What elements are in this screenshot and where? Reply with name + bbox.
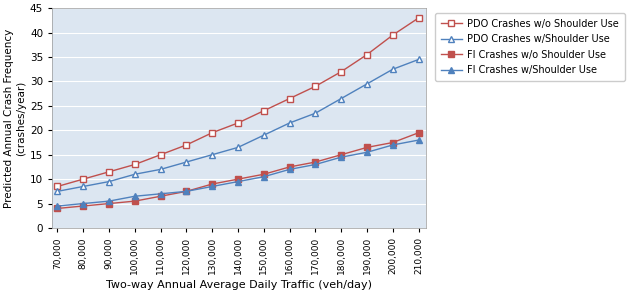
- FI Crashes w/o Shoulder Use: [208, 182, 216, 186]
- FI Crashes w/o Shoulder Use: [105, 202, 113, 205]
- FI Crashes w/Shoulder Use: [337, 156, 345, 159]
- Line: PDO Crashes w/Shoulder Use: PDO Crashes w/Shoulder Use: [55, 57, 421, 194]
- FI Crashes w/o Shoulder Use: [54, 207, 61, 210]
- Line: FI Crashes w/Shoulder Use: FI Crashes w/Shoulder Use: [55, 137, 421, 209]
- Y-axis label: Predicted Annual Crash Frequency
(crashes/year): Predicted Annual Crash Frequency (crashe…: [4, 29, 26, 208]
- PDO Crashes w/o Shoulder Use: [131, 163, 139, 166]
- PDO Crashes w/o Shoulder Use: [157, 153, 164, 156]
- PDO Crashes w/Shoulder Use: [105, 180, 113, 183]
- FI Crashes w/Shoulder Use: [182, 190, 190, 193]
- Line: PDO Crashes w/o Shoulder Use: PDO Crashes w/o Shoulder Use: [55, 15, 421, 189]
- FI Crashes w/Shoulder Use: [415, 138, 423, 142]
- FI Crashes w/Shoulder Use: [208, 185, 216, 188]
- PDO Crashes w/Shoulder Use: [80, 185, 87, 188]
- PDO Crashes w/o Shoulder Use: [208, 131, 216, 134]
- PDO Crashes w/o Shoulder Use: [54, 185, 61, 188]
- FI Crashes w/o Shoulder Use: [337, 153, 345, 156]
- PDO Crashes w/Shoulder Use: [131, 173, 139, 176]
- FI Crashes w/Shoulder Use: [105, 199, 113, 203]
- PDO Crashes w/o Shoulder Use: [234, 121, 242, 125]
- PDO Crashes w/Shoulder Use: [312, 111, 319, 115]
- FI Crashes w/o Shoulder Use: [131, 199, 139, 203]
- PDO Crashes w/Shoulder Use: [182, 160, 190, 164]
- FI Crashes w/o Shoulder Use: [415, 131, 423, 134]
- Line: FI Crashes w/o Shoulder Use: FI Crashes w/o Shoulder Use: [55, 130, 421, 211]
- FI Crashes w/Shoulder Use: [131, 195, 139, 198]
- FI Crashes w/Shoulder Use: [260, 175, 268, 178]
- PDO Crashes w/Shoulder Use: [234, 146, 242, 149]
- FI Crashes w/o Shoulder Use: [363, 146, 371, 149]
- PDO Crashes w/o Shoulder Use: [312, 85, 319, 88]
- FI Crashes w/o Shoulder Use: [389, 141, 397, 144]
- FI Crashes w/o Shoulder Use: [234, 177, 242, 181]
- PDO Crashes w/Shoulder Use: [208, 153, 216, 156]
- PDO Crashes w/o Shoulder Use: [105, 170, 113, 173]
- PDO Crashes w/o Shoulder Use: [389, 33, 397, 37]
- FI Crashes w/o Shoulder Use: [182, 190, 190, 193]
- FI Crashes w/Shoulder Use: [54, 204, 61, 208]
- PDO Crashes w/o Shoulder Use: [260, 109, 268, 113]
- X-axis label: Two-way Annual Average Daily Traffic (veh/day): Two-way Annual Average Daily Traffic (ve…: [107, 280, 372, 290]
- PDO Crashes w/Shoulder Use: [286, 121, 293, 125]
- PDO Crashes w/Shoulder Use: [54, 190, 61, 193]
- PDO Crashes w/o Shoulder Use: [182, 143, 190, 147]
- FI Crashes w/o Shoulder Use: [157, 195, 164, 198]
- PDO Crashes w/Shoulder Use: [389, 67, 397, 71]
- PDO Crashes w/o Shoulder Use: [286, 97, 293, 100]
- FI Crashes w/Shoulder Use: [157, 192, 164, 196]
- PDO Crashes w/Shoulder Use: [363, 82, 371, 86]
- PDO Crashes w/Shoulder Use: [415, 58, 423, 61]
- PDO Crashes w/Shoulder Use: [337, 97, 345, 100]
- FI Crashes w/o Shoulder Use: [260, 173, 268, 176]
- PDO Crashes w/o Shoulder Use: [415, 16, 423, 20]
- PDO Crashes w/o Shoulder Use: [80, 177, 87, 181]
- PDO Crashes w/Shoulder Use: [260, 133, 268, 137]
- Legend: PDO Crashes w/o Shoulder Use, PDO Crashes w/Shoulder Use, FI Crashes w/o Shoulde: PDO Crashes w/o Shoulder Use, PDO Crashe…: [435, 13, 624, 81]
- FI Crashes w/o Shoulder Use: [312, 160, 319, 164]
- FI Crashes w/Shoulder Use: [286, 168, 293, 171]
- FI Crashes w/Shoulder Use: [80, 202, 87, 205]
- PDO Crashes w/o Shoulder Use: [337, 70, 345, 74]
- FI Crashes w/o Shoulder Use: [286, 165, 293, 169]
- FI Crashes w/Shoulder Use: [389, 143, 397, 147]
- FI Crashes w/Shoulder Use: [363, 151, 371, 154]
- FI Crashes w/o Shoulder Use: [80, 204, 87, 208]
- FI Crashes w/Shoulder Use: [234, 180, 242, 183]
- PDO Crashes w/Shoulder Use: [157, 168, 164, 171]
- FI Crashes w/Shoulder Use: [312, 163, 319, 166]
- PDO Crashes w/o Shoulder Use: [363, 53, 371, 56]
